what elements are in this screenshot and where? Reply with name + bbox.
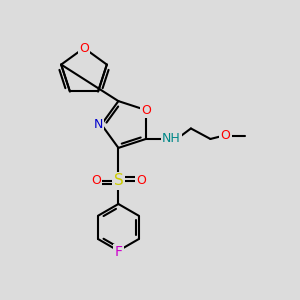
Text: O: O <box>91 174 101 188</box>
Text: NH: NH <box>162 133 181 146</box>
Text: O: O <box>136 174 146 188</box>
Text: N: N <box>94 118 103 131</box>
Text: O: O <box>79 41 89 55</box>
Text: O: O <box>220 130 230 142</box>
Text: O: O <box>141 103 151 116</box>
Text: S: S <box>113 173 123 188</box>
Text: F: F <box>114 245 122 259</box>
